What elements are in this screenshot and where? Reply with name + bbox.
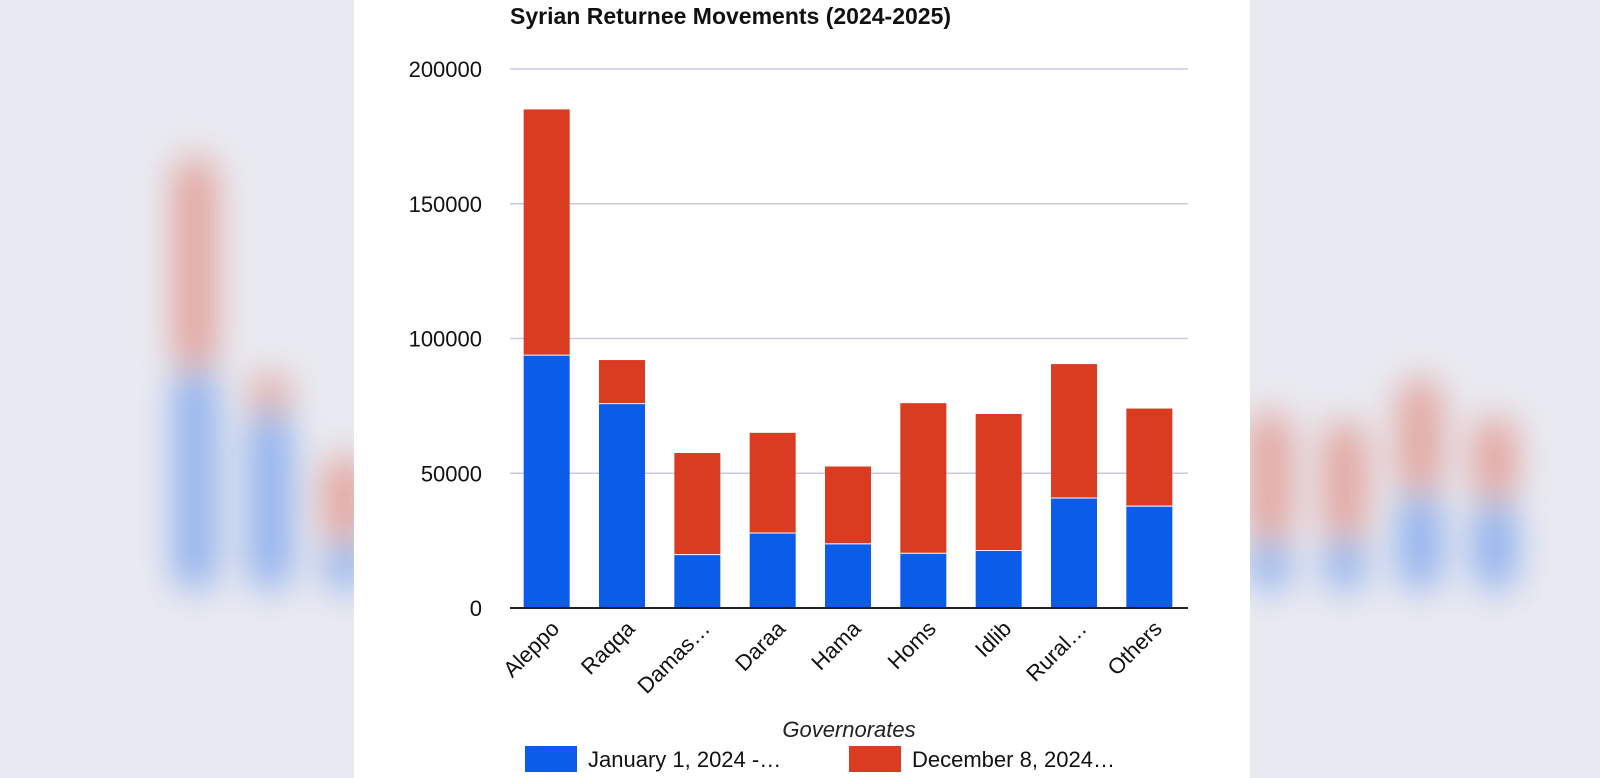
bar-segment-series-1 [975, 550, 1022, 608]
chart-panel: Syrian Returnee Movements (2024-2025) 0 5… [354, 0, 1250, 778]
bar-segment-series-1 [900, 552, 947, 608]
y-tick-label: 200000 [409, 57, 482, 82]
background-ghost-bar [175, 370, 215, 590]
x-tick-label: Daraa [730, 615, 791, 676]
chart: Syrian Returnee Movements (2024-2025) 0 5… [409, 3, 1188, 772]
x-tick-label: Homs [883, 616, 941, 674]
background-ghost-bar [250, 412, 290, 590]
y-tick-label: 100000 [409, 327, 482, 352]
x-tick-label: Rural… [1021, 616, 1091, 686]
bar-segment-series-1 [674, 554, 721, 608]
x-tick-label: Others [1103, 616, 1167, 680]
bar-segment-series-1 [599, 403, 645, 608]
x-axis-label: Governorates [782, 717, 915, 742]
legend: January 1, 2024 -… December 8, 2024… [525, 746, 1115, 772]
bars [523, 109, 1173, 608]
background-ghost-bar [250, 374, 290, 413]
bar-segment-series-2 [599, 360, 645, 404]
bar-segment-series-1 [825, 543, 871, 608]
background-ghost-bar [1250, 542, 1290, 590]
bar-segment-series-2 [749, 432, 796, 533]
background-ghost-bar [1475, 501, 1515, 590]
legend-swatch [849, 746, 901, 772]
bar-segment-series-2 [975, 413, 1022, 551]
bar-segment-series-1 [1126, 505, 1173, 608]
y-tick-label: 150000 [409, 192, 482, 217]
background-ghost-bar [1325, 539, 1365, 590]
x-tick-label: Aleppo [498, 616, 564, 682]
bar-segment-series-2 [674, 453, 721, 555]
chart-title: Syrian Returnee Movements (2024-2025) [510, 3, 951, 29]
background-ghost-bar [1400, 494, 1440, 590]
x-tick-label: Raqqa [576, 615, 640, 679]
legend-label: January 1, 2024 -… [588, 747, 781, 772]
bar-segment-series-2 [900, 403, 947, 553]
bar-segment-series-1 [523, 354, 570, 608]
bar-segment-series-1 [1051, 497, 1097, 608]
x-tick-label: Hama [806, 615, 866, 675]
bar-segment-series-2 [523, 109, 570, 355]
legend-swatch [525, 746, 577, 772]
background-ghost-bar [175, 157, 215, 371]
x-tick-label: Idlib [970, 616, 1016, 662]
background-ghost-bar [1250, 412, 1290, 543]
bar-segment-series-2 [825, 466, 871, 544]
y-tick-label: 50000 [421, 461, 482, 486]
y-axis-ticks: 0 50000 100000 150000 200000 [409, 57, 482, 621]
background-ghost-bar [1475, 416, 1515, 502]
background-ghost-bar [1325, 421, 1365, 540]
bar-segment-series-2 [1051, 364, 1097, 498]
bar-segment-series-1 [749, 532, 796, 608]
bar-segment-series-2 [1126, 408, 1173, 506]
background-ghost-bar [1400, 378, 1440, 495]
y-tick-label: 0 [470, 596, 482, 621]
x-tick-label: Damas… [632, 616, 715, 699]
legend-label: December 8, 2024… [912, 747, 1115, 772]
